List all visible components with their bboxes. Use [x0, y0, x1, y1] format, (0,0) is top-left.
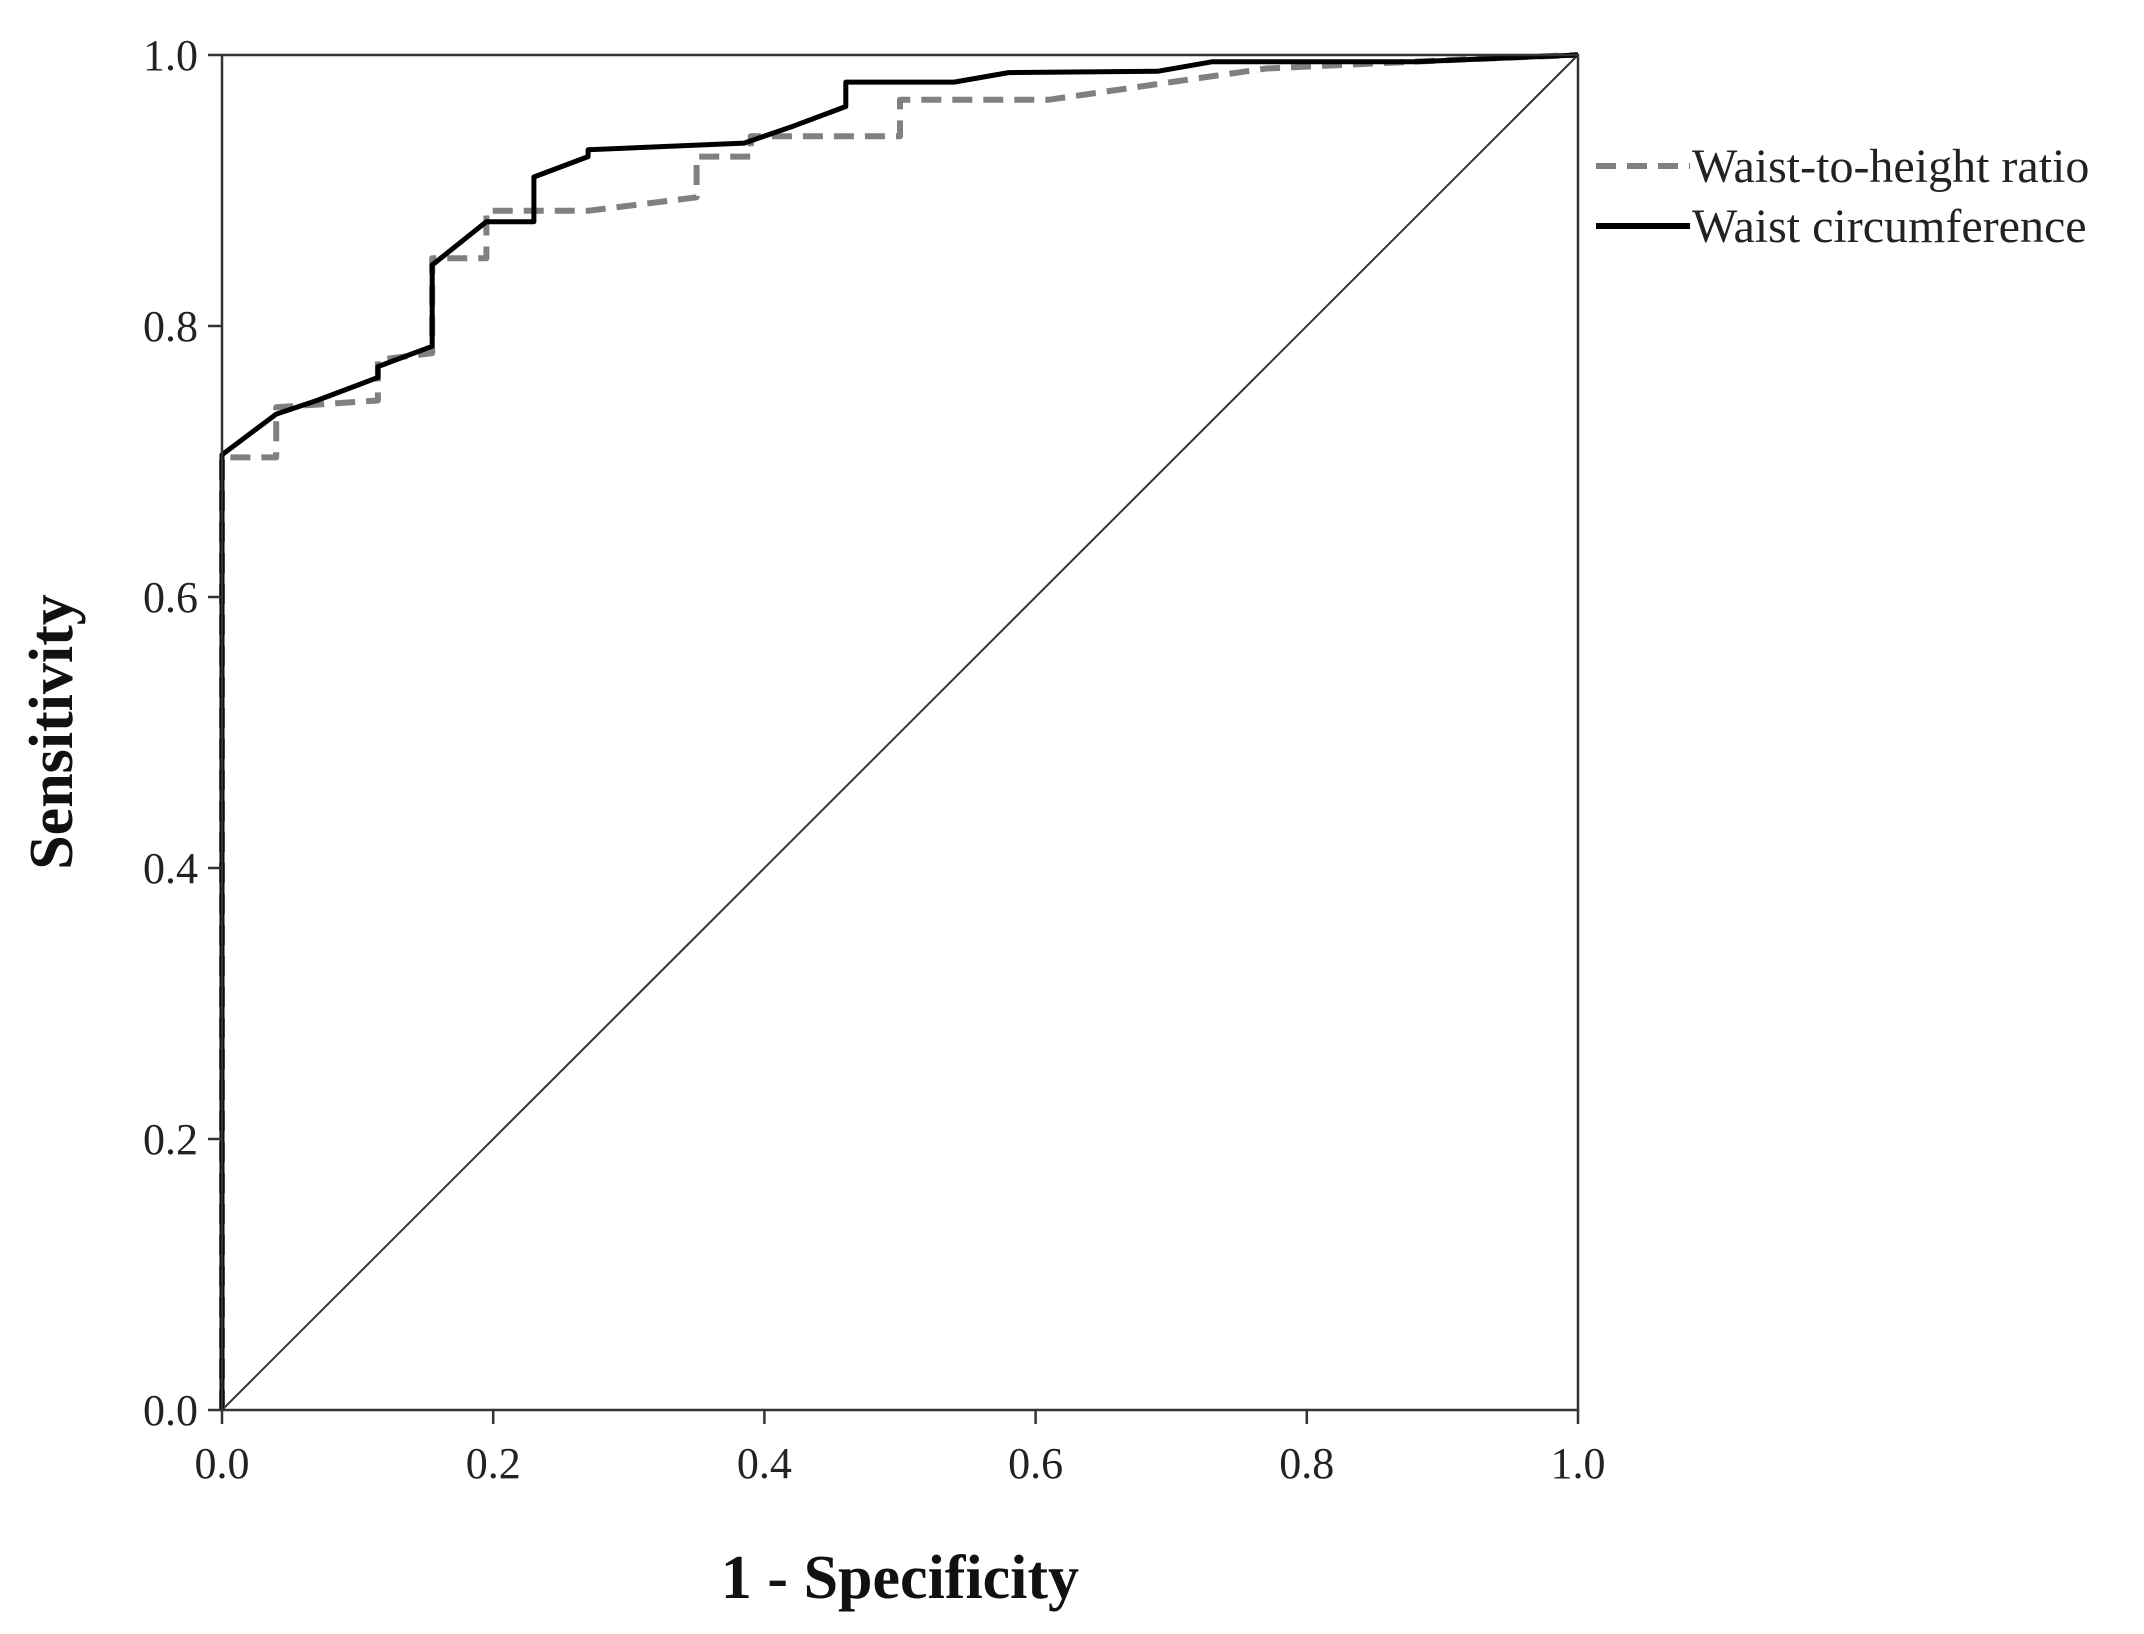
y-tick-label: 0.8 [143, 302, 198, 351]
series-line-waist-to-height-ratio [219, 52, 1579, 1410]
legend: Waist-to-height ratio Waist circumferenc… [1596, 140, 2089, 253]
y-tick-label: 1.0 [143, 31, 198, 80]
y-tick-label: 0.2 [143, 1115, 198, 1164]
legend-label-waist-to-height-ratio: Waist-to-height ratio [1692, 140, 2089, 193]
ticks-layer: 0.0 0.2 0.4 0.6 0.8 1.0 0.0 0.2 0.4 0.6 0.8 1.0 [143, 31, 1606, 1488]
legend-label-waist-circumference: Waist circumference [1692, 200, 2087, 253]
y-tick-label: 0.6 [143, 573, 198, 622]
x-tick-label: 0.6 [1008, 1439, 1063, 1488]
x-tick-label: 0.4 [737, 1439, 792, 1488]
x-tick-label: 0.2 [466, 1439, 521, 1488]
plot-frame [220, 53, 1580, 1412]
x-tick-label: 1.0 [1551, 1439, 1606, 1488]
series-layer [219, 52, 1579, 1410]
x-tick-label: 0.8 [1279, 1439, 1334, 1488]
series-line-waist-circumference [219, 52, 1579, 1410]
y-tick-label: 0.0 [143, 1386, 198, 1435]
x-tick-label: 0.0 [195, 1439, 250, 1488]
reference-layer [221, 54, 1579, 1411]
y-tick-label: 0.4 [143, 844, 198, 893]
reference-diagonal-line [221, 54, 1579, 1411]
y-axis-title: Sensitivity [18, 594, 86, 870]
x-axis-title: 1 - Specificity [721, 1544, 1079, 1612]
